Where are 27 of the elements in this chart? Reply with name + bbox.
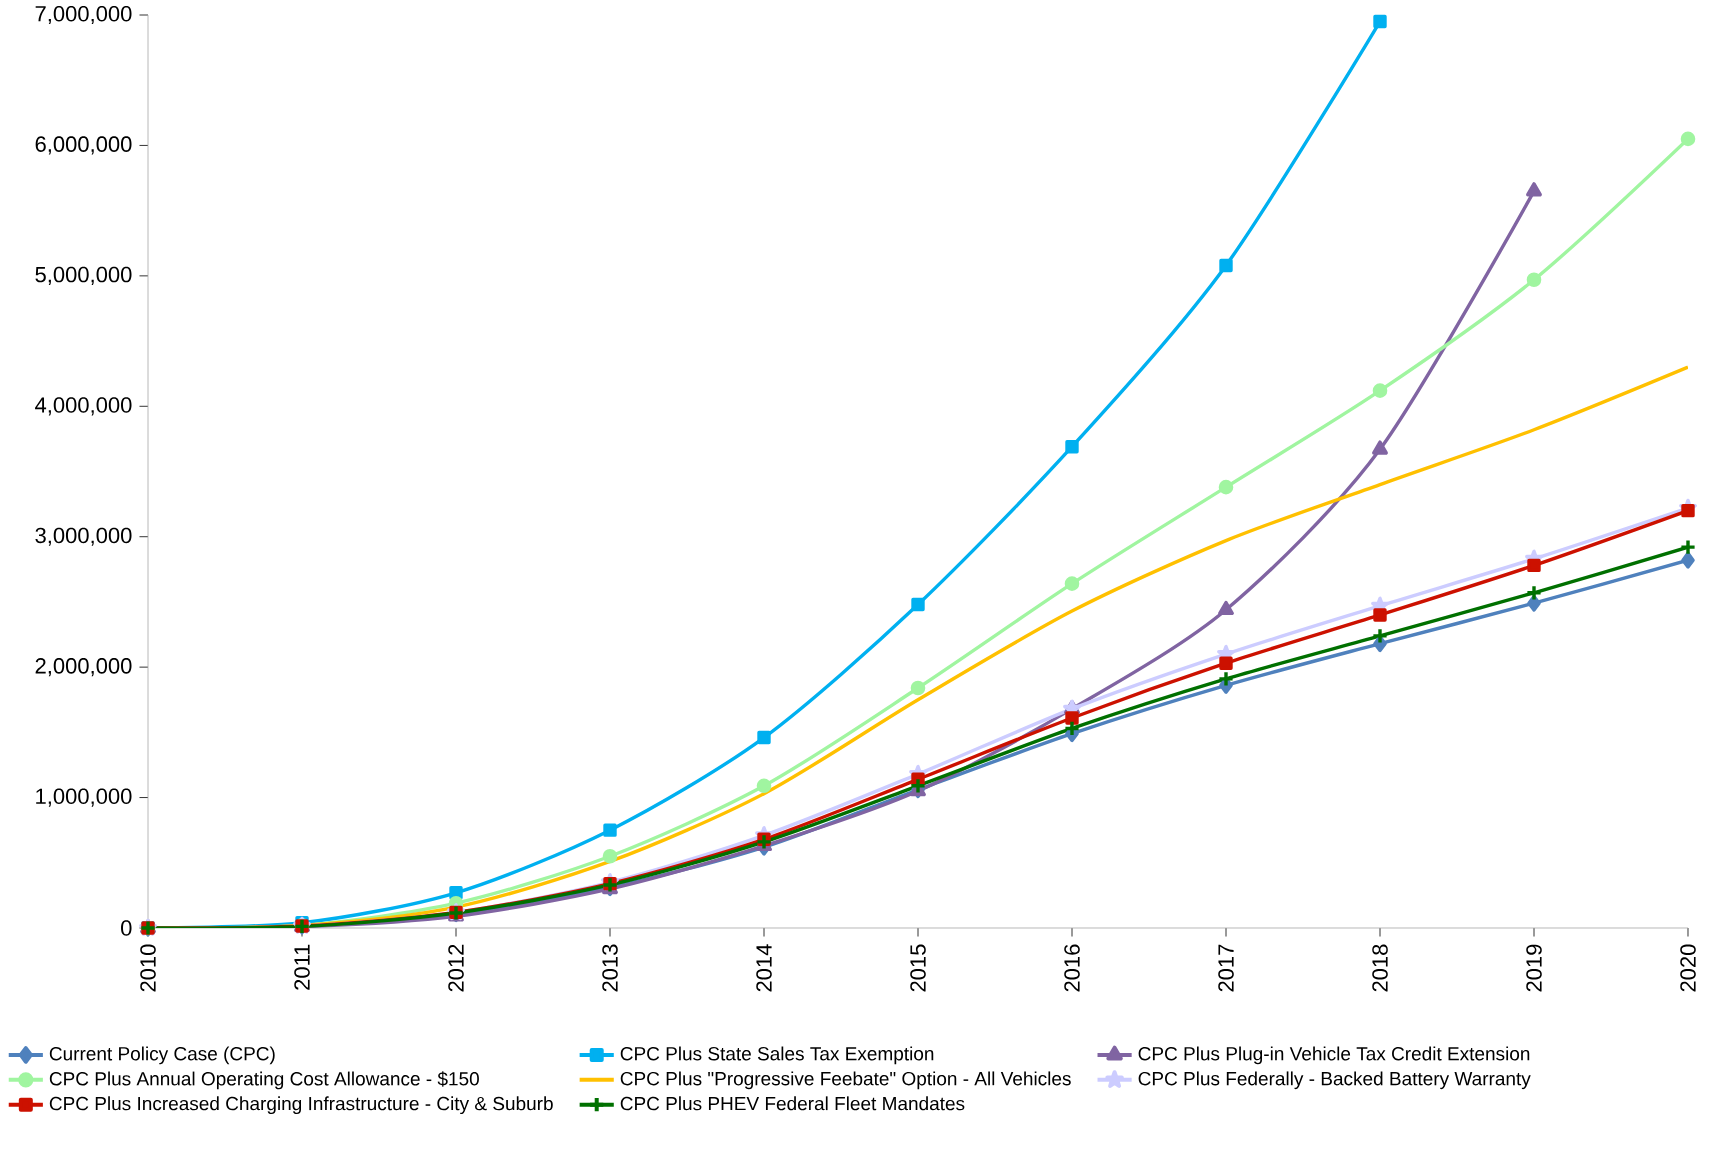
y-tick-label: 2,000,000 [35, 658, 132, 677]
legend-label: CPC Plus PHEV Federal Fleet Mandates [620, 1096, 965, 1111]
x-tick-label: 2015 [910, 944, 926, 992]
x-tick-label: 2019 [1526, 944, 1542, 992]
x-tick-label: 2012 [448, 944, 464, 992]
x-tick-label: 2016 [1064, 944, 1080, 992]
x-tick-label: 2010 [140, 944, 156, 992]
legend-label: Current Policy Case (CPC) [49, 1046, 275, 1065]
y-tick-label: 6,000,000 [35, 136, 132, 155]
legend-label: CPC Plus Increased Charging Infrastructure - City & Suburb [49, 1096, 553, 1115]
y-tick-label: 4,000,000 [35, 397, 132, 416]
y-tick-label: 7,000,000 [35, 5, 132, 25]
legend-label: CPC Plus Annual Operating Cost Allowance - $150 [49, 1071, 479, 1090]
legend-label: CPC Plus Plug-in Vehicle Tax Credit Extension [1138, 1046, 1530, 1065]
x-tick-label: 2018 [1372, 944, 1388, 992]
legend-label: CPC Plus Federally - Backed Battery Warranty [1138, 1071, 1531, 1090]
x-tick-label: 2013 [602, 944, 618, 992]
x-tick-label: 2017 [1218, 944, 1234, 992]
x-tick-label: 2011 [294, 944, 310, 990]
x-tick-label: 2020 [1680, 944, 1696, 992]
y-tick-label: 5,000,000 [35, 266, 132, 285]
legend-label: CPC Plus State Sales Tax Exemption [620, 1046, 934, 1065]
y-tick-label: 3,000,000 [35, 527, 132, 546]
x-tick-label: 2014 [756, 944, 772, 992]
y-tick-label: 1,000,000 [36, 788, 132, 807]
y-tick-label: 0 [121, 920, 132, 936]
legend-label: CPC Plus "Progressive Feebate" Option - All Vehicles [620, 1071, 1071, 1090]
